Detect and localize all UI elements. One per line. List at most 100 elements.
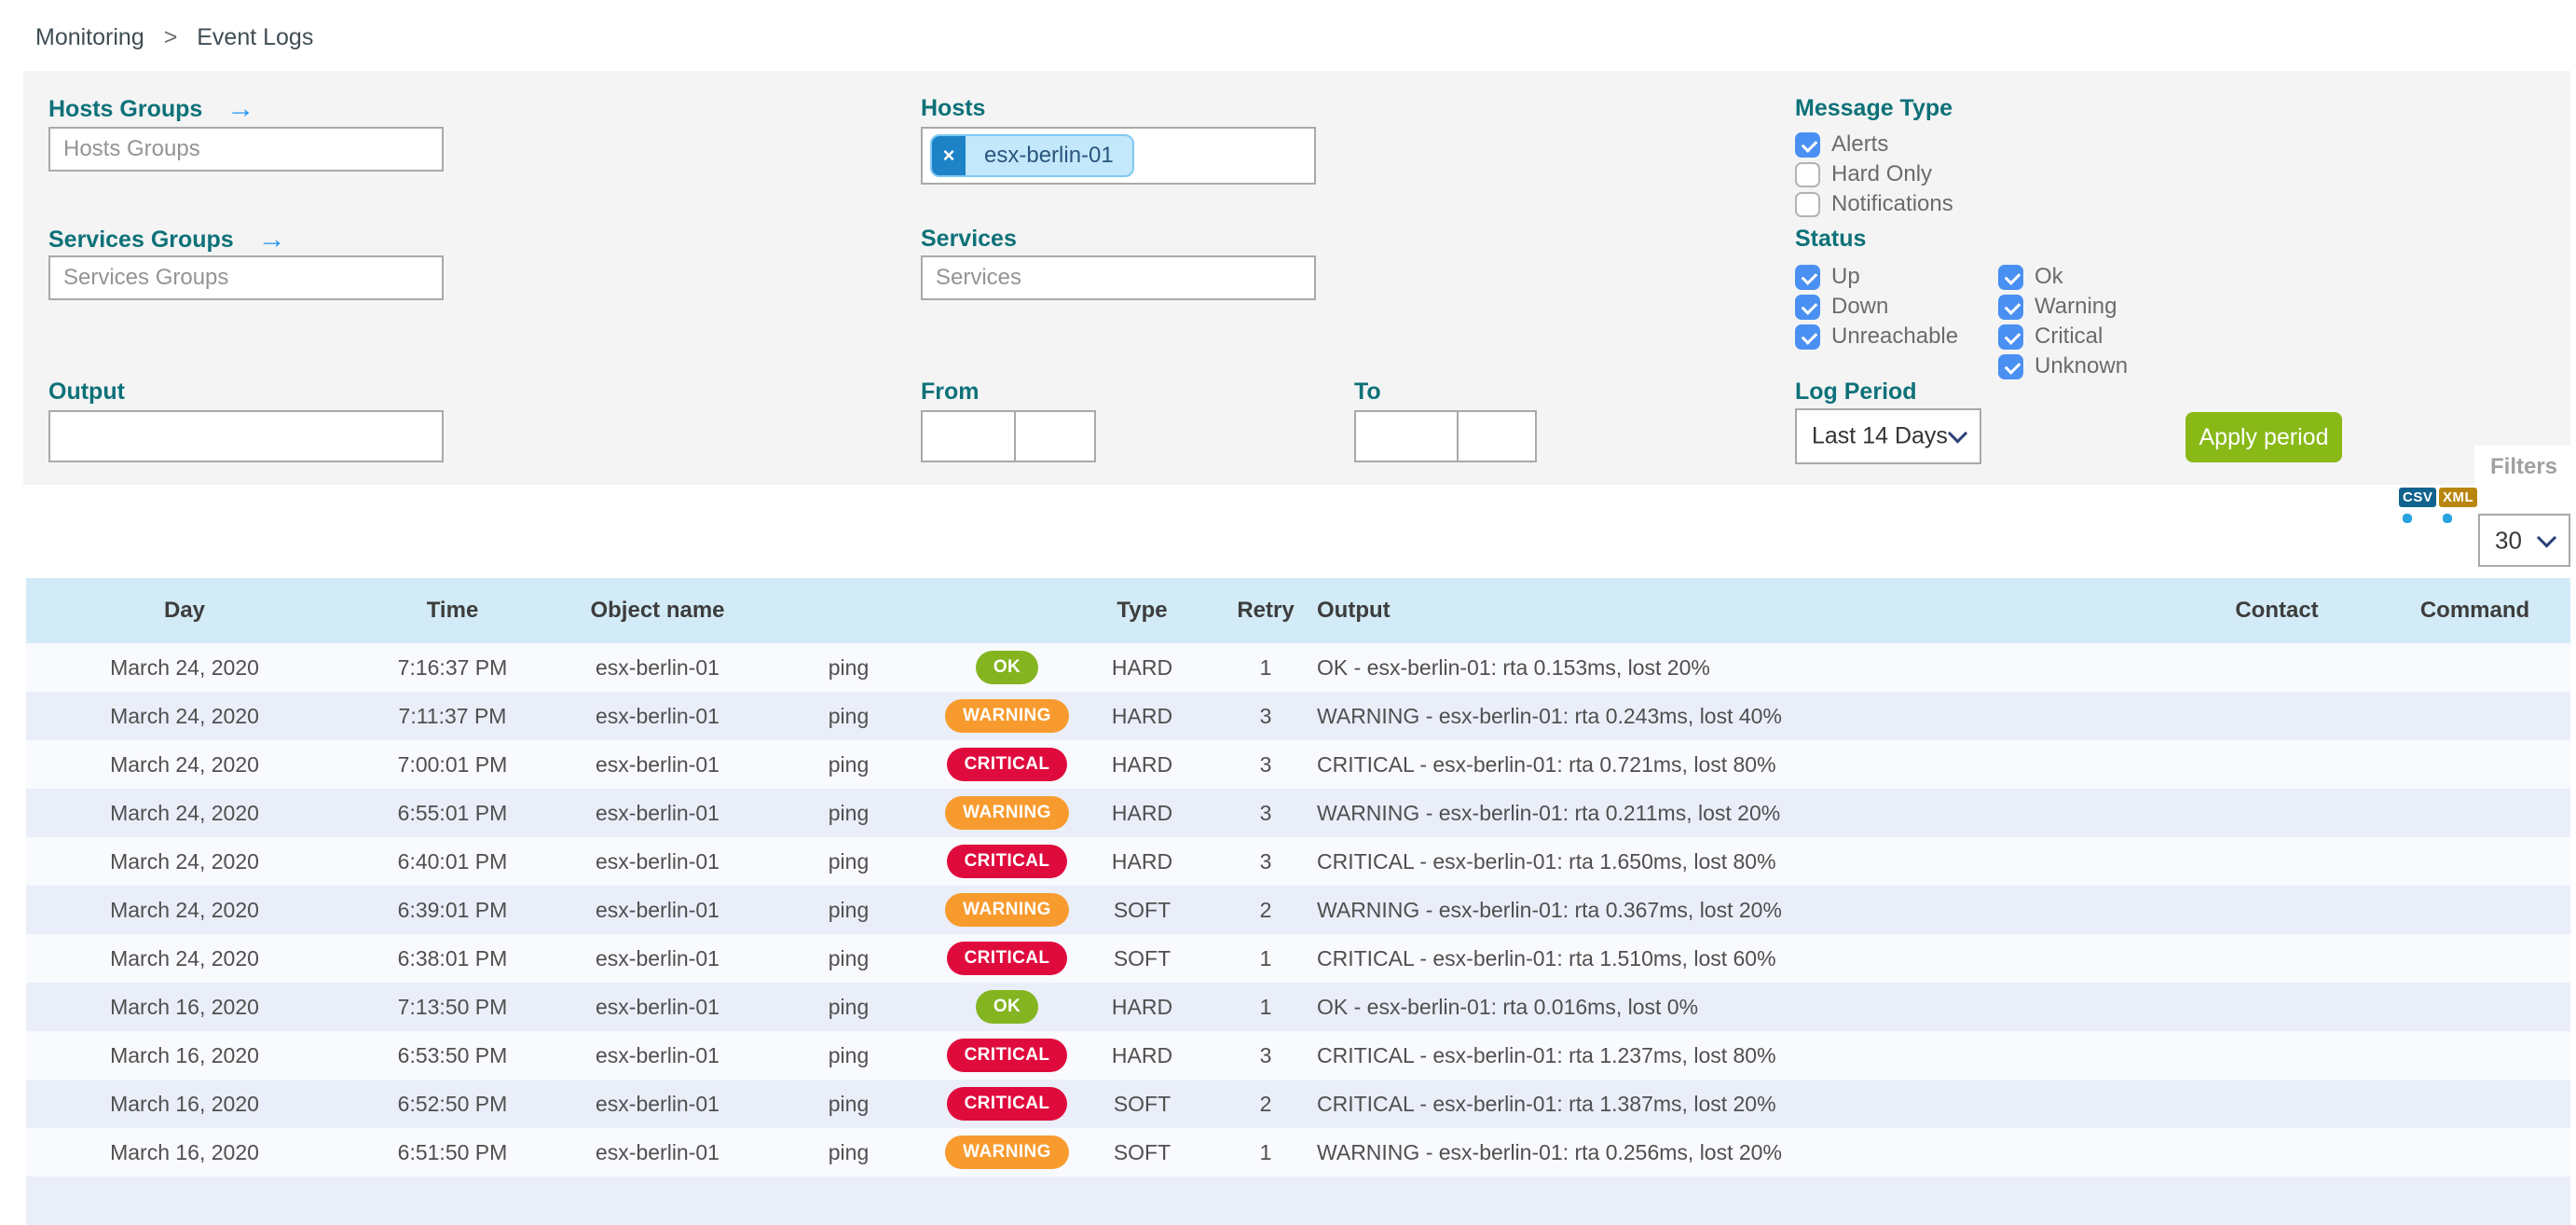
- hosts-groups-input[interactable]: [48, 127, 444, 172]
- service-cell: ping: [828, 994, 870, 1019]
- status-cell: CRITICAL: [944, 1039, 1070, 1072]
- service-cell: ping: [828, 654, 870, 680]
- checkbox-notifications[interactable]: Notifications: [1795, 190, 1953, 218]
- checkbox-warning[interactable]: Warning: [1998, 293, 2128, 321]
- table-body: March 24, 2020 7:16:37 PM esx-berlin-01 pin…: [26, 643, 2570, 1225]
- output-cell: CRITICAL - esx-berlin-01: rta 1.510ms, l…: [1317, 945, 1776, 970]
- output-cell: WARNING - esx-berlin-01: rta 0.211ms, lo…: [1317, 800, 1781, 825]
- checkbox-icon[interactable]: [1998, 353, 2023, 379]
- services-label: Services: [921, 226, 1017, 252]
- type-cell: HARD: [1111, 751, 1173, 777]
- event-logs-table: Day Time Object name Type Retry Output Contact…: [26, 578, 2570, 1225]
- breadcrumb-monitoring[interactable]: Monitoring: [35, 24, 144, 50]
- status-cell: CRITICAL: [944, 748, 1070, 781]
- checkbox-alerts[interactable]: Alerts: [1795, 131, 1953, 158]
- type-cell: HARD: [1111, 800, 1173, 825]
- time-cell: 6:55:01 PM: [397, 800, 508, 825]
- checkbox-icon[interactable]: [1795, 161, 1820, 187]
- csv-band-label: CSV: [2399, 488, 2437, 507]
- status-badge: WARNING: [945, 1136, 1069, 1169]
- table-row: March 24, 2020 7:16:37 PM esx-berlin-01 pin…: [26, 643, 2570, 692]
- rows-per-page-value: 30: [2495, 526, 2522, 554]
- output-cell: CRITICAL - esx-berlin-01: rta 1.387ms, l…: [1317, 1091, 1776, 1116]
- file-shape: [2443, 514, 2452, 523]
- checkbox-icon[interactable]: [1795, 323, 1820, 350]
- file-shape: [2403, 514, 2412, 523]
- chip-remove-icon[interactable]: ×: [932, 136, 966, 175]
- table-row: March 24, 2020 6:38:01 PM esx-berlin-01 pin…: [26, 934, 2570, 983]
- object-cell: esx-berlin-01: [596, 897, 719, 922]
- type-cell: SOFT: [1113, 1091, 1172, 1116]
- chevron-down-icon: [2536, 527, 2557, 548]
- day-cell: March 24, 2020: [110, 751, 259, 777]
- day-cell: March 24, 2020: [110, 945, 259, 970]
- arrow-right-icon[interactable]: →: [226, 93, 255, 124]
- checkbox-icon[interactable]: [1998, 264, 2023, 290]
- checkbox-icon[interactable]: [1998, 294, 2023, 320]
- from-date-input[interactable]: [921, 410, 1016, 462]
- from-time-input[interactable]: [1014, 410, 1096, 462]
- checkbox-unknown[interactable]: Unknown: [1998, 352, 2128, 380]
- checkbox-icon[interactable]: [1795, 264, 1820, 290]
- time-cell: 7:11:37 PM: [398, 703, 507, 728]
- export-csv-button[interactable]: CSV: [2399, 488, 2438, 555]
- column-header-output: Output: [1317, 598, 1391, 623]
- rows-per-page-select[interactable]: 30: [2478, 514, 2570, 567]
- day-cell: March 24, 2020: [110, 897, 259, 922]
- checkbox-icon[interactable]: [1795, 191, 1820, 217]
- table-row: March 24, 2020 7:11:37 PM esx-berlin-01 pin…: [26, 692, 2570, 740]
- log-period-select[interactable]: Last 14 Days: [1795, 408, 1981, 464]
- retry-cell: 3: [1259, 703, 1272, 728]
- retry-cell: 3: [1259, 848, 1272, 874]
- object-cell: esx-berlin-01: [596, 1139, 719, 1164]
- to-date-input[interactable]: [1354, 410, 1459, 462]
- day-cell: March 24, 2020: [110, 654, 259, 680]
- checkbox-icon[interactable]: [1795, 131, 1820, 158]
- services-groups-input[interactable]: [48, 255, 444, 300]
- arrow-right-icon[interactable]: →: [257, 224, 286, 255]
- checkbox-icon[interactable]: [1795, 294, 1820, 320]
- status-label: Status: [1795, 226, 1867, 252]
- column-header-type: Type: [1117, 598, 1168, 623]
- status-column-1: Up Down Unreachable: [1795, 263, 1958, 352]
- checkbox-ok[interactable]: Ok: [1998, 263, 2128, 291]
- checkbox-up[interactable]: Up: [1795, 263, 1958, 291]
- day-cell: March 24, 2020: [110, 800, 259, 825]
- checkbox-critical[interactable]: Critical: [1998, 323, 2128, 351]
- output-label: Output: [48, 379, 125, 405]
- checkbox-label: Hard Only: [1831, 161, 1933, 186]
- breadcrumb-event-logs[interactable]: Event Logs: [197, 24, 314, 50]
- type-cell: HARD: [1111, 703, 1173, 728]
- services-input[interactable]: [921, 255, 1316, 300]
- from-label: From: [921, 379, 980, 405]
- status-badge: CRITICAL: [946, 1039, 1068, 1072]
- checkbox-label: Up: [1831, 264, 1860, 289]
- hosts-input[interactable]: × esx-berlin-01: [921, 127, 1316, 185]
- message-type-label: Message Type: [1795, 95, 1953, 121]
- status-badge: CRITICAL: [946, 748, 1068, 781]
- service-cell: ping: [828, 703, 870, 728]
- status-cell: WARNING: [944, 893, 1070, 927]
- checkbox-label: Unreachable: [1831, 323, 1959, 349]
- retry-cell: 1: [1259, 994, 1272, 1019]
- time-cell: 6:38:01 PM: [397, 945, 508, 970]
- apply-period-button[interactable]: Apply period: [2185, 412, 2342, 462]
- export-xml-button[interactable]: XML: [2439, 488, 2478, 555]
- column-header-contact: Contact: [2235, 598, 2319, 623]
- object-cell: esx-berlin-01: [596, 703, 719, 728]
- log-period-label: Log Period: [1795, 379, 1917, 405]
- to-time-input[interactable]: [1457, 410, 1537, 462]
- status-badge: CRITICAL: [946, 845, 1068, 878]
- checkbox-label: Alerts: [1831, 131, 1889, 157]
- status-column-2: Ok Warning Critical Unknown: [1998, 263, 2128, 382]
- output-input[interactable]: [48, 410, 444, 462]
- retry-cell: 3: [1259, 800, 1272, 825]
- service-cell: ping: [828, 800, 870, 825]
- checkbox-icon[interactable]: [1998, 323, 2023, 350]
- chevron-down-icon: [1947, 423, 1968, 444]
- checkbox-hard-only[interactable]: Hard Only: [1795, 160, 1953, 188]
- checkbox-down[interactable]: Down: [1795, 293, 1958, 321]
- checkbox-unreachable[interactable]: Unreachable: [1795, 323, 1958, 351]
- log-period-value: Last 14 Days: [1812, 422, 1948, 449]
- output-cell: CRITICAL - esx-berlin-01: rta 1.650ms, l…: [1317, 848, 1776, 874]
